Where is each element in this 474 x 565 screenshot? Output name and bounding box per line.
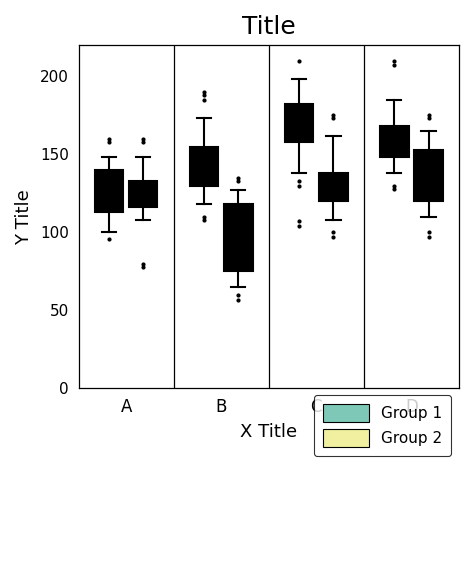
PathPatch shape <box>190 146 219 185</box>
PathPatch shape <box>319 173 348 201</box>
PathPatch shape <box>380 126 409 158</box>
X-axis label: X Title: X Title <box>240 423 297 441</box>
Title: Title: Title <box>242 15 296 39</box>
PathPatch shape <box>129 181 157 207</box>
PathPatch shape <box>224 205 253 271</box>
Y-axis label: Y Title: Y Title <box>15 189 33 245</box>
Legend: Group 1, Group 2: Group 1, Group 2 <box>314 395 451 457</box>
PathPatch shape <box>95 170 123 212</box>
PathPatch shape <box>414 150 443 201</box>
PathPatch shape <box>285 105 313 142</box>
